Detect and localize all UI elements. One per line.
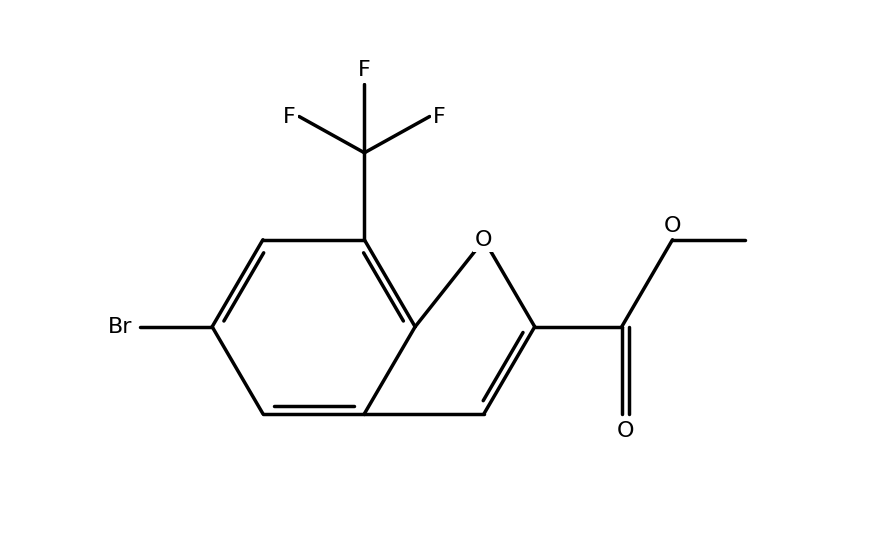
Text: O: O (617, 421, 634, 441)
Text: F: F (283, 107, 295, 126)
Text: Br: Br (107, 317, 132, 337)
Text: O: O (475, 230, 492, 250)
Text: F: F (358, 60, 371, 80)
Text: F: F (433, 107, 446, 126)
Text: O: O (663, 216, 681, 236)
